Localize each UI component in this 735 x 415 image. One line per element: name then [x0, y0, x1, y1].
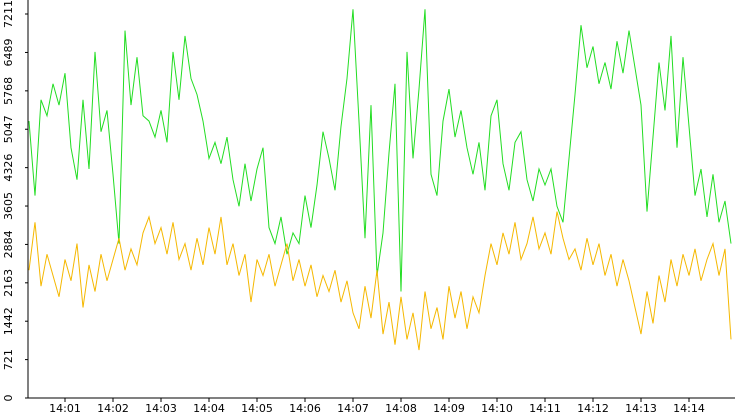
- x-tick-label: 14:09: [433, 402, 465, 415]
- y-tick-label: 5768: [2, 77, 15, 105]
- x-tick-label: 14:04: [193, 402, 225, 415]
- x-tick-label: 14:07: [337, 402, 369, 415]
- y-tick-label: 721: [2, 349, 15, 370]
- y-tick-label: 0: [2, 395, 15, 402]
- y-tick-label: 3605: [2, 192, 15, 220]
- series-line: [28, 211, 732, 351]
- series-line: [28, 9, 732, 292]
- x-tick-label: 14:03: [145, 402, 177, 415]
- y-tick-label: 7211: [2, 0, 15, 28]
- y-tick-label: 5047: [2, 115, 15, 143]
- y-tick-label: 1442: [2, 307, 15, 335]
- x-tick-label: 14:12: [577, 402, 609, 415]
- x-tick-label: 14:02: [97, 402, 129, 415]
- x-tick-label: 14:13: [625, 402, 657, 415]
- x-tick-label: 14:11: [529, 402, 561, 415]
- y-tick-label: 2884: [2, 230, 15, 258]
- x-tick-label: 14:08: [385, 402, 417, 415]
- x-tick-label: 14:06: [289, 402, 321, 415]
- x-tick-label: 14:05: [241, 402, 273, 415]
- y-tick-label: 2163: [2, 269, 15, 297]
- y-tick-label: 4326: [2, 154, 15, 182]
- y-tick-label: 6489: [2, 38, 15, 66]
- x-tick-label: 14:10: [481, 402, 513, 415]
- x-tick-label: 14:01: [49, 402, 81, 415]
- x-tick-label: 14:14: [673, 402, 705, 415]
